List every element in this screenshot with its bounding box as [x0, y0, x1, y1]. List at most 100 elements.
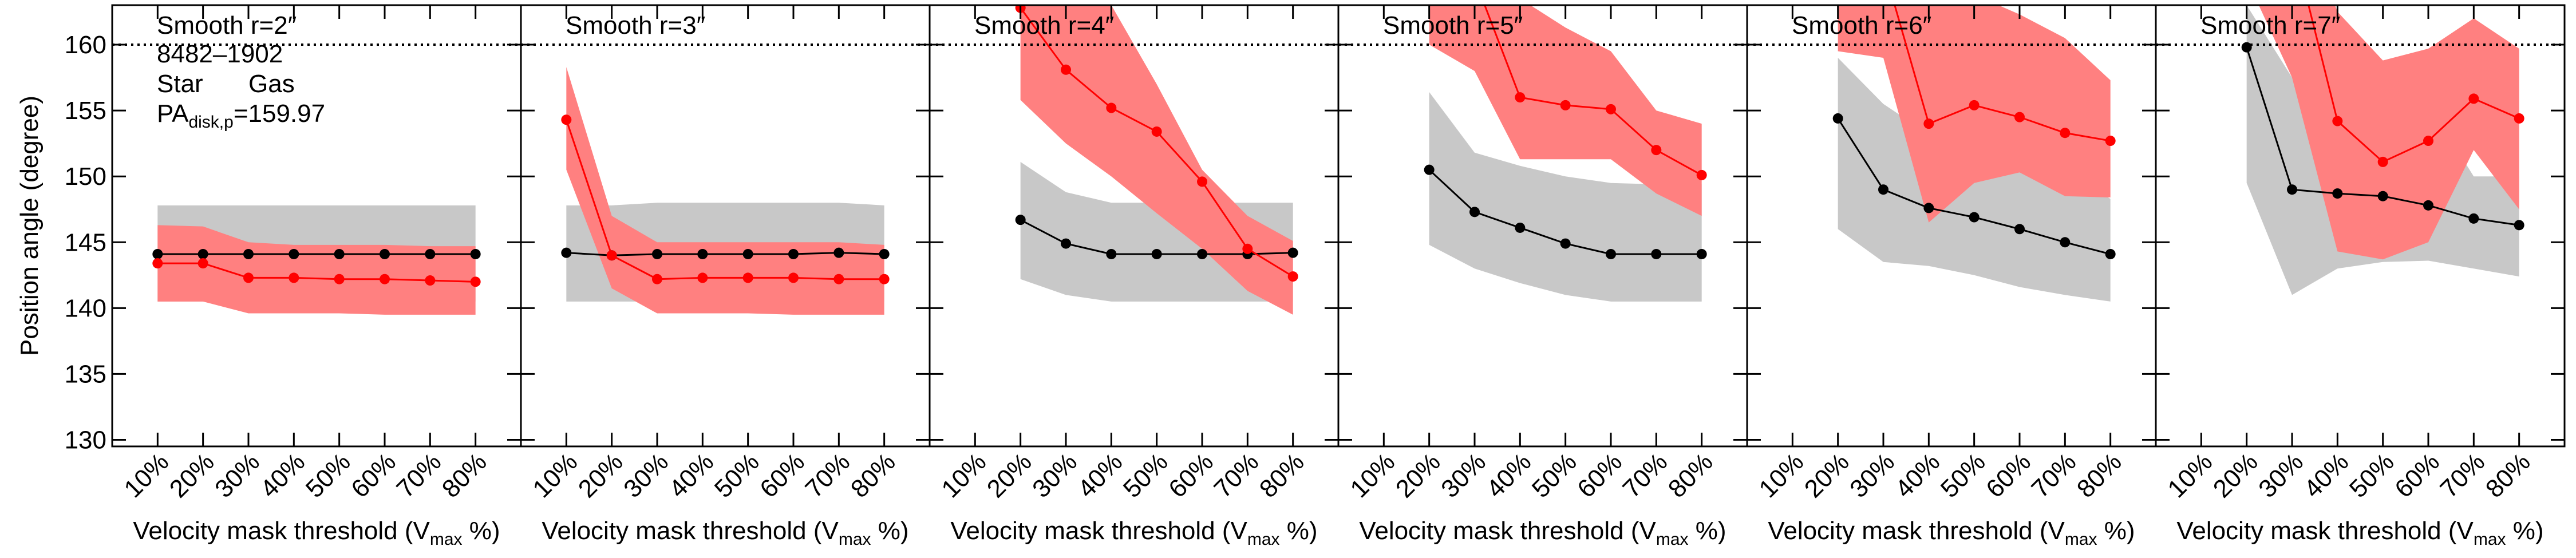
- data-point: [425, 275, 436, 286]
- data-point: [742, 272, 753, 283]
- data-point: [1651, 145, 1662, 156]
- data-point: [561, 247, 572, 258]
- pa-sub: disk,p: [188, 113, 233, 132]
- x-tick-label: 20%: [164, 448, 220, 503]
- data-point: [1106, 248, 1117, 259]
- data-point: [243, 272, 254, 283]
- x-tick-label: 30%: [1436, 448, 1491, 503]
- data-point: [1287, 247, 1298, 258]
- data-point: [788, 272, 799, 283]
- x-tick-label: 40%: [1072, 448, 1128, 503]
- x-tick-label: 80%: [2072, 448, 2127, 503]
- data-point: [1878, 184, 1888, 195]
- data-point: [1287, 271, 1298, 282]
- data-point: [2014, 224, 2025, 235]
- y-tick-label: 135: [65, 360, 106, 388]
- y-tick-label: 155: [65, 97, 106, 125]
- data-point: [1696, 248, 1707, 259]
- x-tick-label: 80%: [1663, 448, 1718, 503]
- data-point: [2332, 116, 2343, 126]
- data-point: [2287, 184, 2297, 195]
- data-point: [1061, 64, 1071, 75]
- x-tick-label: 80%: [846, 448, 901, 503]
- uncertainty-band: [566, 67, 884, 315]
- x-tick-label: 10%: [2162, 448, 2218, 503]
- data-point: [1106, 102, 1117, 113]
- data-point: [334, 248, 345, 259]
- data-point: [197, 248, 208, 259]
- data-point: [380, 248, 390, 259]
- x-tick-label: 20%: [2208, 448, 2263, 503]
- series-line: [566, 252, 884, 256]
- data-point: [1923, 203, 1934, 213]
- data-point: [2377, 191, 2388, 201]
- data-point: [470, 248, 481, 259]
- data-point: [1832, 113, 1843, 124]
- y-tick-label: 160: [65, 31, 106, 59]
- data-point: [2105, 136, 2116, 147]
- series-line: [565, 119, 884, 280]
- pa-tail: =159.97: [234, 100, 325, 128]
- x-label-text: Velocity mask threshold (V: [2176, 517, 2474, 545]
- data-point: [2423, 200, 2433, 211]
- data-point: [289, 272, 299, 283]
- x-axis-label: Velocity mask threshold (Vmax %): [133, 517, 500, 549]
- x-tick-label: 30%: [2253, 448, 2309, 503]
- x-label-sub: max: [2065, 530, 2097, 549]
- x-axis-label: Velocity mask threshold (Vmax %): [2176, 517, 2543, 549]
- panel: [930, 5, 1338, 315]
- data-point: [2468, 93, 2479, 104]
- data-point: [2105, 248, 2116, 259]
- data-point: [197, 258, 208, 269]
- legend-entry: Gas: [248, 70, 295, 98]
- x-tick-label: 20%: [1799, 448, 1855, 503]
- panel: [521, 43, 930, 315]
- y-tick-label: 150: [65, 163, 106, 191]
- data-point: [1242, 243, 1253, 254]
- data-point: [1151, 126, 1162, 137]
- data-point: [1197, 248, 1207, 259]
- x-tick-label: 20%: [982, 448, 1037, 503]
- data-point: [2241, 42, 2252, 53]
- data-point: [1560, 238, 1571, 249]
- x-tick-label: 40%: [1890, 448, 1945, 503]
- uncertainty-band: [1020, 5, 1293, 315]
- x-tick-label: 60%: [1572, 448, 1627, 503]
- x-label-sub: max: [1247, 530, 1280, 549]
- panel-title: Smooth r=4″: [974, 11, 1114, 39]
- uncertainty-band: [157, 225, 476, 315]
- data-point: [1606, 104, 1616, 114]
- x-label-text: Velocity mask threshold (V: [542, 517, 839, 545]
- data-point: [1560, 100, 1571, 110]
- x-tick-label: 70%: [2435, 448, 2490, 503]
- x-tick-label: 80%: [2480, 448, 2536, 503]
- x-axis-label: Velocity mask threshold (Vmax %): [950, 517, 1317, 549]
- x-label-text: Velocity mask threshold (V: [1359, 517, 1656, 545]
- x-label-tail: %): [1280, 517, 1318, 545]
- x-tick-label: 20%: [1390, 448, 1446, 503]
- data-point: [2377, 156, 2388, 167]
- x-tick-label: 70%: [1208, 448, 1264, 503]
- x-tick-label: 30%: [1844, 448, 1900, 503]
- data-point: [152, 258, 163, 269]
- x-tick-label: 50%: [301, 448, 356, 503]
- x-tick-label: 40%: [2298, 448, 2354, 503]
- x-tick-label: 50%: [1118, 448, 1174, 503]
- x-tick-label: 80%: [437, 448, 492, 503]
- panel: [2156, 5, 2565, 295]
- data-point: [652, 248, 662, 259]
- data-point: [470, 276, 481, 287]
- data-point: [1923, 118, 1934, 129]
- data-point: [2060, 128, 2071, 138]
- x-tick-label: 10%: [527, 448, 583, 503]
- x-tick-label: 50%: [2344, 448, 2400, 503]
- x-tick-label: 70%: [2026, 448, 2081, 503]
- data-point: [2468, 213, 2479, 224]
- data-point: [697, 248, 708, 259]
- x-tick-label: 60%: [2389, 448, 2445, 503]
- y-axis-label: Position angle (degree): [15, 96, 44, 356]
- x-tick-label: 10%: [1345, 448, 1400, 503]
- x-tick-label: 30%: [1027, 448, 1082, 503]
- data-point: [1969, 212, 1980, 223]
